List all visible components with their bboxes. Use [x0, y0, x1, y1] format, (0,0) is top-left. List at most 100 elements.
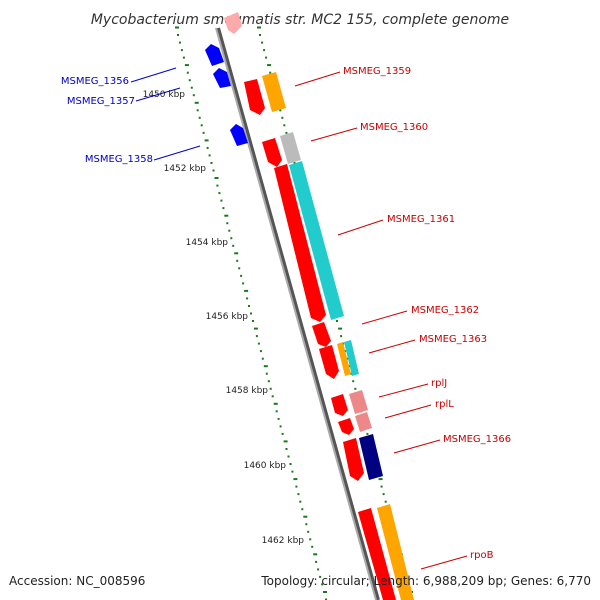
gene-label-msmeg-1363[interactable]: MSMEG_1363 [419, 334, 487, 345]
leader-msmeg-1357 [135, 87, 181, 102]
tick-dot [263, 49, 266, 52]
tick-dot [336, 320, 338, 322]
gene-msmeg-1360-arrow[interactable] [262, 138, 282, 167]
gene-label-msmeg-1358[interactable]: MSMEG_1358 [85, 154, 153, 165]
gene-msmeg-1359-orange-block[interactable] [262, 72, 286, 112]
gene-label-msmeg-1366[interactable]: MSMEG_1366 [443, 434, 511, 445]
gene-label-msmeg-1359[interactable]: MSMEG_1359 [343, 66, 411, 77]
tick-dot [297, 493, 300, 496]
tick-dot [192, 94, 195, 97]
tick-dot [218, 192, 221, 195]
gene-msmeg-1359-arrow[interactable] [244, 79, 265, 115]
tick-dot [350, 372, 353, 375]
tick-dot [321, 583, 324, 586]
gene-msmeg-1361-arrow[interactable] [274, 164, 326, 322]
gene-msmeg-1366-arrow[interactable] [343, 438, 364, 481]
leader-msmeg-1358 [153, 145, 201, 161]
tick-dot [340, 335, 343, 338]
gene-rplj-arrow[interactable] [331, 394, 348, 416]
tick-dot [232, 244, 235, 247]
gene-rpob-orange-block[interactable] [377, 504, 414, 600]
scale-tick-label: 1460 kbp [244, 461, 287, 471]
gene-label-msmeg-1357[interactable]: MSMEG_1357 [67, 96, 135, 107]
tick-dot [200, 124, 203, 127]
gene-rpll-pink-block[interactable] [355, 412, 372, 432]
leader-msmeg-1359 [294, 71, 341, 87]
tick-dot [287, 455, 290, 458]
scale-axis: 1450 kbp 1452 kbp 1454 kbp 1456 kbp 1458… [143, 90, 305, 546]
gene-fragment-pink[interactable] [224, 12, 242, 34]
tick-dot [293, 478, 298, 481]
leader-rpob [420, 555, 468, 570]
tick-dot [323, 591, 327, 593]
gene-msmeg-1363-arrow[interactable] [319, 345, 339, 379]
tick-dot [202, 131, 205, 134]
gene-msmeg-1362-arrow[interactable] [312, 322, 331, 347]
tick-dot [283, 440, 288, 443]
tick-dot [228, 229, 231, 232]
tick-dot [180, 49, 183, 52]
tick-dot [281, 432, 284, 435]
tick-dot [338, 327, 343, 330]
gene-label-msmeg-1356[interactable]: MSMEG_1356 [61, 76, 129, 87]
tick-dot [250, 312, 252, 315]
gene-msmeg-1366-navy-block[interactable] [359, 434, 383, 480]
gene-labels: MSMEG_1356 MSMEG_1357 MSMEG_1358 MSMEG_1… [61, 66, 511, 561]
tick-dot [188, 79, 191, 82]
tick-dot [346, 357, 349, 360]
gene-rpll-arrow[interactable] [338, 418, 354, 435]
tick-dot [305, 523, 308, 526]
tick-dot [273, 402, 278, 405]
gene-label-msmeg-1361[interactable]: MSMEG_1361 [387, 214, 455, 225]
tick-dot [182, 56, 185, 59]
tick-dot [234, 252, 239, 255]
tick-dot [325, 598, 327, 600]
scale-tick-label: 1462 kbp [262, 536, 305, 546]
gene-msmeg-1358-arrow[interactable] [230, 124, 248, 146]
tick-dot [222, 207, 225, 210]
gene-rplj-pink-block[interactable] [349, 390, 368, 414]
tick-dot [220, 199, 223, 202]
tick-dot [261, 41, 264, 44]
tick-dot [313, 553, 318, 556]
tick-dot [216, 184, 219, 187]
gene-label-msmeg-1362[interactable]: MSMEG_1362 [411, 305, 479, 316]
tick-dot [271, 395, 274, 398]
tick-dot [259, 34, 261, 36]
tick-dot [319, 575, 322, 578]
gene-msmeg-1357-arrow[interactable] [213, 68, 231, 88]
forward-strand-features [244, 72, 414, 600]
tick-dot [380, 485, 383, 488]
gene-msmeg-1360-grey-block[interactable] [280, 132, 301, 164]
tick-dot [309, 538, 312, 541]
leader-msmeg-1362 [361, 310, 408, 325]
gene-msmeg-1361-cyan-block[interactable] [289, 161, 344, 320]
tick-dot [299, 500, 302, 503]
gene-label-msmeg-1360[interactable]: MSMEG_1360 [360, 122, 428, 133]
tick-dot [226, 222, 229, 225]
tick-dot [253, 327, 258, 330]
tick-dot [269, 71, 272, 74]
tick-dot [210, 162, 213, 164]
gene-msmeg-1363-cyan-block[interactable] [344, 340, 359, 376]
tick-dot [317, 568, 320, 571]
scale-tick-label: 1450 kbp [143, 90, 186, 100]
tick-dot [382, 493, 385, 496]
tick-dot [190, 86, 193, 89]
gene-rpob-arrow[interactable] [358, 508, 396, 600]
gene-msmeg-1356-arrow[interactable] [205, 44, 224, 66]
gene-label-rplj[interactable]: rplJ [431, 378, 447, 389]
gene-label-rpob[interactable]: rpoB [470, 550, 494, 561]
tick-dot [307, 530, 310, 533]
tick-dot [186, 71, 189, 74]
tick-dot [238, 267, 241, 270]
tick-dot [252, 320, 254, 322]
tick-dot [354, 387, 357, 390]
gene-label-rpll[interactable]: rplL [435, 399, 454, 410]
tick-dot [275, 410, 278, 413]
gene-msmeg-1363-orange-block[interactable] [337, 342, 351, 376]
backbone-shadow [216, 27, 380, 600]
scale-tick-label: 1452 kbp [164, 164, 207, 174]
tick-dot [352, 380, 355, 383]
